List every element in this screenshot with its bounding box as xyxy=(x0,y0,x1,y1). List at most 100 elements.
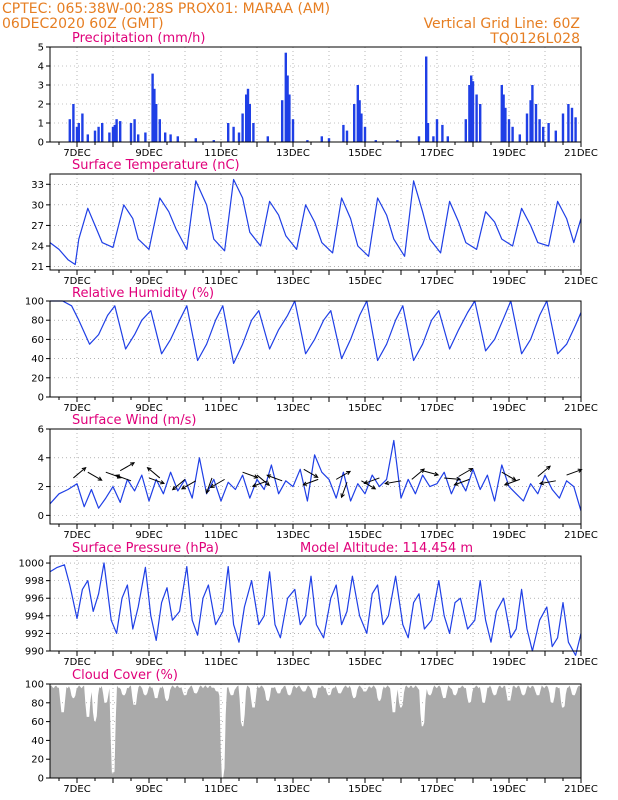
precip-bar-7 xyxy=(97,126,100,142)
precip-bar-22 xyxy=(164,132,167,142)
pressure-xtick-label-4: 15DEC xyxy=(348,657,382,668)
temperature-ytick-label-0: 21 xyxy=(31,262,44,273)
precip-bar-75 xyxy=(534,104,538,142)
cloud-ytick-label-5: 100 xyxy=(25,680,44,691)
cloud-xtick-label-2: 11DEC xyxy=(204,784,238,795)
precip-xtick-label-0: 7DEC xyxy=(63,148,90,159)
precip-bar-21 xyxy=(158,119,161,142)
precip-ytick-label-0: 0 xyxy=(38,138,44,149)
precip-bar-80 xyxy=(561,113,565,142)
precip-bar-5 xyxy=(86,134,89,142)
header-model: TQ0126L028 xyxy=(489,31,580,47)
precip-xtick-label-2: 11DEC xyxy=(204,148,238,159)
precip-bar-74 xyxy=(531,85,534,142)
precip-bar-83 xyxy=(574,117,577,142)
precip-bar-1 xyxy=(72,104,75,142)
precip-xtick-label-7: 21DEC xyxy=(564,148,598,159)
wind-arrow-25 xyxy=(458,468,473,477)
wind-ytick-label-1: 2 xyxy=(38,482,44,493)
wind-arrow-head-30 xyxy=(538,480,545,486)
precip-xtick-label-3: 13DEC xyxy=(276,148,310,159)
precip-bar-9 xyxy=(108,132,111,142)
precip-bar-71 xyxy=(518,134,521,142)
wind-arrow-13 xyxy=(252,480,268,487)
precip-bar-64 xyxy=(475,94,478,142)
wind-arrow-head-25 xyxy=(468,467,474,473)
precip-bar-56 xyxy=(432,136,435,142)
cloud-ytick-label-1: 20 xyxy=(31,755,44,766)
precip-bar-15 xyxy=(133,119,136,142)
temperature-panel: 21 24 27 30 33 7DEC 9DEC 11DEC 13DEC 15DEC 17DEC 19… xyxy=(31,173,598,287)
pressure-panel: 990 992 994 996 998 1000 7DEC 9DEC 11DEC 13DEC 15D… xyxy=(19,555,598,668)
wind-arrow-head-11 xyxy=(253,474,259,479)
precip-bar-16 xyxy=(137,134,140,142)
precip-bar-49 xyxy=(360,113,363,142)
precip-bar-40 xyxy=(291,119,295,142)
humidity-panel: 0 20 40 60 80 100 7DEC 9DEC 11DEC 13DEC 15DEC 17DEC… xyxy=(25,297,598,415)
precip-bar-35 xyxy=(266,136,269,142)
precip-bar-38 xyxy=(286,75,289,142)
temperature-series-line xyxy=(49,178,582,266)
precip-bar-52 xyxy=(396,140,399,142)
wind-arrow-head-28 xyxy=(503,481,509,486)
wind-arrow-23 xyxy=(422,470,439,476)
wind-arrow-head-9 xyxy=(205,488,210,495)
wind-arrow-head-3 xyxy=(130,462,136,467)
wind-arrow-head-31 xyxy=(577,468,583,473)
precip-ytick-label-2: 2 xyxy=(38,100,44,111)
precip-bar-29 xyxy=(237,132,241,142)
pressure-xtick-label-7: 21DEC xyxy=(564,657,598,668)
wind-arrow-3 xyxy=(119,462,135,472)
wind-ytick-label-0: 0 xyxy=(38,511,44,522)
precip-bar-36 xyxy=(281,100,284,142)
precip-bar-19 xyxy=(153,88,156,142)
cloud-xtick-label-4: 15DEC xyxy=(348,784,382,795)
temperature-xtick-label-5: 17DEC xyxy=(420,276,454,287)
wind-xtick-label-4: 15DEC xyxy=(348,530,382,541)
wind-arrow-10 xyxy=(210,478,225,488)
pressure-ytick-label-1: 992 xyxy=(25,629,44,640)
cloud-xtick-label-6: 19DEC xyxy=(492,784,526,795)
humidity-frame xyxy=(49,300,582,398)
temperature-xtick-label-6: 19DEC xyxy=(492,276,526,287)
precip-xtick-label-4: 15DEC xyxy=(348,148,382,159)
wind-xtick-label-1: 9DEC xyxy=(135,530,162,541)
precip-bar-50 xyxy=(363,126,367,142)
wind-arrow-head-13 xyxy=(251,483,257,488)
humidity-ytick-label-5: 100 xyxy=(25,297,44,308)
humidity-ytick-label-4: 80 xyxy=(31,316,44,327)
model-altitude: Model Altitude: 114.454 m xyxy=(300,541,473,556)
wind-xtick-label-6: 19DEC xyxy=(492,530,526,541)
precip-bar-34 xyxy=(252,123,255,142)
precip-bar-82 xyxy=(570,107,574,142)
precip-bar-73 xyxy=(529,100,532,142)
pressure-xtick-label-0: 7DEC xyxy=(63,657,90,668)
cloud-xtick-label-7: 21DEC xyxy=(564,784,598,795)
precip-bar-43 xyxy=(327,138,331,142)
pressure-title: Surface Pressure (hPa) xyxy=(72,541,219,556)
wind-arrow-head-1 xyxy=(97,476,103,481)
precip-bar-28 xyxy=(232,126,235,142)
precip-bar-13 xyxy=(119,121,122,142)
wind-arrow-head-4 xyxy=(114,474,120,479)
precip-bar-76 xyxy=(538,119,541,142)
wind-arrow-19 xyxy=(361,480,376,490)
pressure-xtick-label-5: 17DEC xyxy=(420,657,454,668)
cloud-xtick-label-5: 17DEC xyxy=(420,784,454,795)
wind-arrow-9 xyxy=(206,477,213,494)
precip-bar-0 xyxy=(68,119,71,142)
precip-bar-3 xyxy=(77,123,80,142)
humidity-xtick-label-3: 13DEC xyxy=(276,403,310,414)
precip-bar-69 xyxy=(507,119,511,142)
precip-bar-68 xyxy=(504,107,507,142)
precip-bar-55 xyxy=(426,123,430,142)
wind-arrow-0 xyxy=(73,467,86,479)
humidity-xtick-label-6: 19DEC xyxy=(492,403,526,414)
precip-title: Precipitation (mm/h) xyxy=(72,31,205,46)
precip-xtick-label-5: 17DEC xyxy=(420,148,454,159)
precip-bar-30 xyxy=(241,113,244,142)
wind-arrow-31 xyxy=(566,469,582,476)
precip-bar-24 xyxy=(176,136,179,142)
wind-arrow-head-22 xyxy=(420,468,425,473)
